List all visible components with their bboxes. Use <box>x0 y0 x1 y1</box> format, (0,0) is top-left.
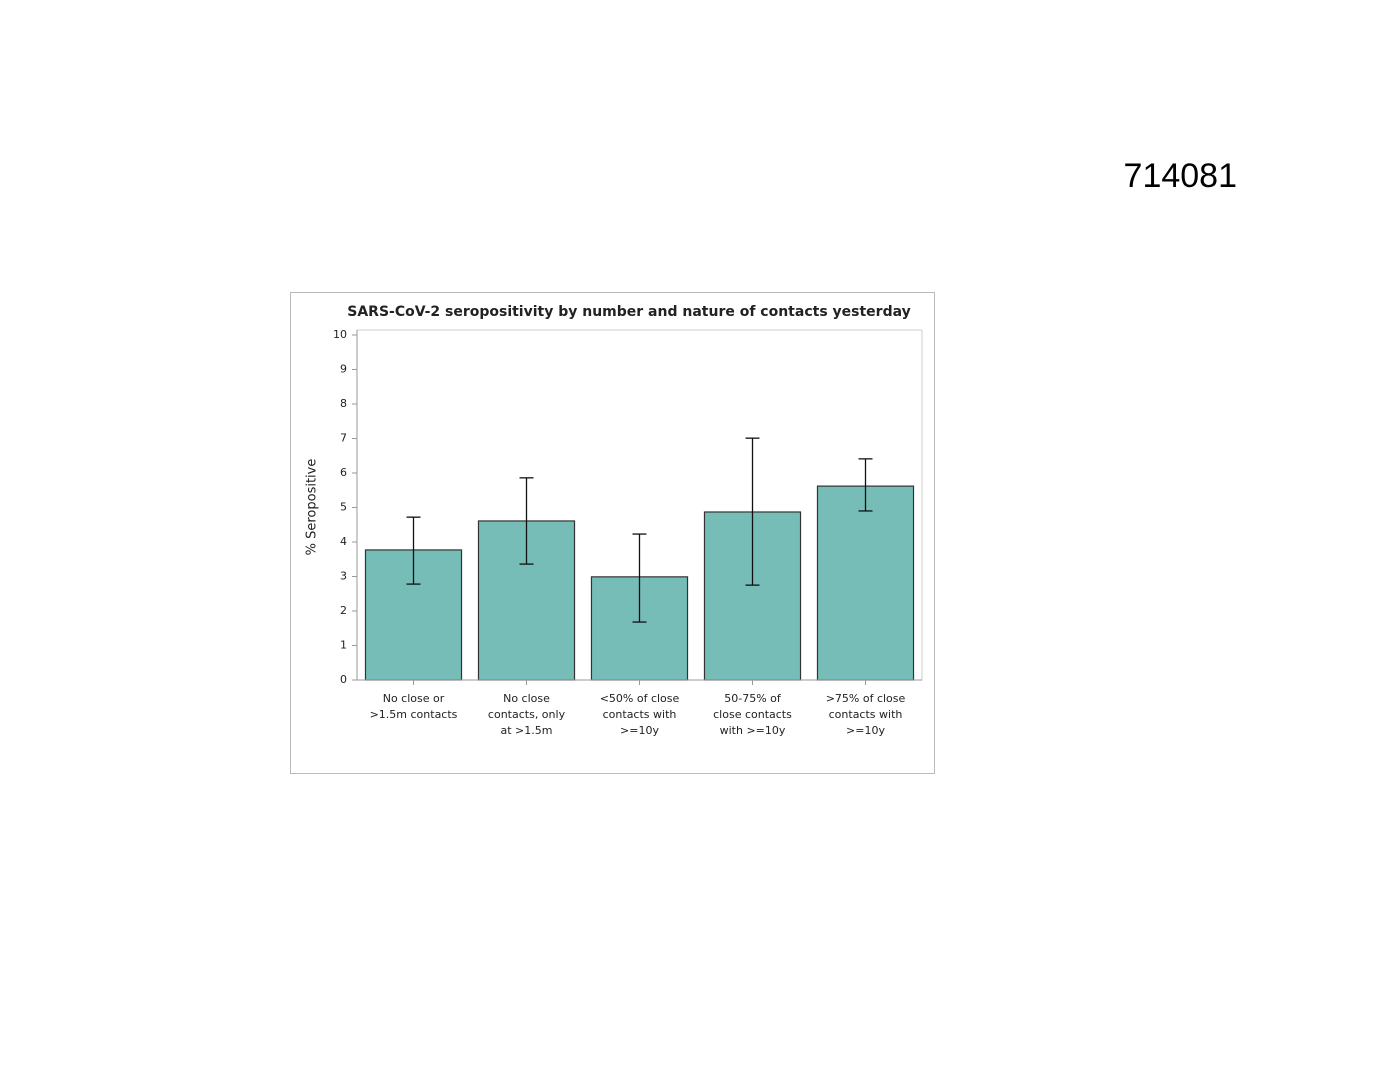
y-tick-label: 0 <box>340 673 347 686</box>
y-tick-label: 10 <box>333 328 347 341</box>
y-tick-label: 2 <box>340 604 347 617</box>
x-tick-label: <50% of close contacts with >=10y <box>600 692 680 737</box>
y-tick-label: 9 <box>340 363 347 376</box>
x-tick-label-line: No close <box>503 692 550 705</box>
bar <box>816 485 915 681</box>
x-tick-label-line: contacts, only <box>488 708 566 721</box>
chart-title: SARS-CoV-2 seropositivity by number and … <box>347 304 910 320</box>
x-tick-label-line: contacts with <box>603 708 677 721</box>
y-tick-label: 6 <box>340 466 347 479</box>
x-tick-label-line: close contacts <box>713 708 792 721</box>
y-tick-label: 3 <box>340 570 347 583</box>
x-tick-label-line: at >1.5m <box>501 724 553 737</box>
x-tick-label: 50-75% of close contacts with >=10y <box>713 692 792 737</box>
x-tick-label-line: <50% of close <box>600 692 680 705</box>
x-tick-label-line: >=10y <box>620 724 659 737</box>
y-tick-label: 5 <box>340 501 347 514</box>
x-tick-label-line: with >=10y <box>720 724 786 737</box>
y-axis-label: % Seropositive <box>305 459 320 556</box>
y-tick-label: 4 <box>340 535 347 548</box>
x-tick-label-line: >75% of close <box>826 692 906 705</box>
y-tick-label: 8 <box>340 397 347 410</box>
x-tick-label-line: contacts with <box>829 708 903 721</box>
x-tick-label-line: >1.5m contacts <box>370 708 458 721</box>
y-tick-label: 1 <box>340 639 347 652</box>
x-tick-label-line: >=10y <box>846 724 885 737</box>
x-tick-label-line: No close or <box>383 692 445 705</box>
y-tick-label: 7 <box>340 432 347 445</box>
x-tick-label: No close or >1.5m contacts <box>370 692 458 721</box>
x-tick-label: No close contacts, only at >1.5m <box>488 692 566 737</box>
page-label: 714081 <box>1124 157 1237 195</box>
x-tick-label-line: 50-75% of <box>724 692 782 705</box>
x-tick-label: >75% of close contacts with >=10y <box>826 692 906 737</box>
